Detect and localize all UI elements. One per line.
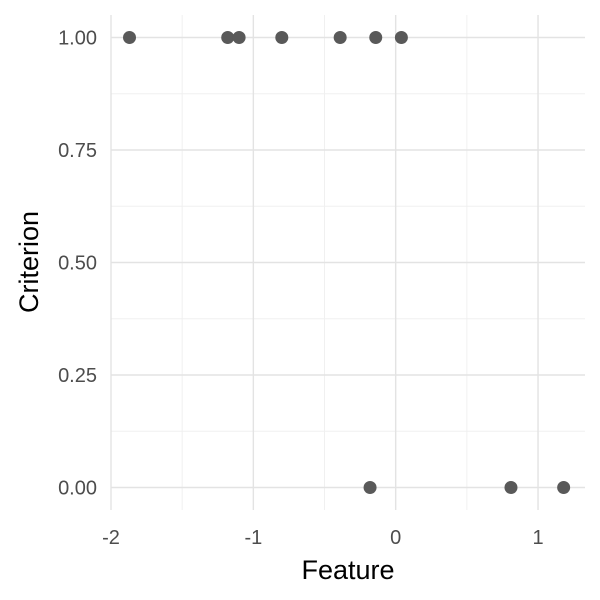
x-axis-tick-labels: -2 -1 0 1 (102, 527, 543, 549)
x-tick-label: 1 (532, 527, 543, 549)
y-tick-label: 1.00 (58, 28, 97, 50)
y-tick-label: 0.00 (58, 478, 97, 500)
y-axis-tick-labels: 0.00 0.25 0.50 0.75 1.00 (58, 28, 97, 500)
x-tick-label: -1 (244, 527, 262, 549)
x-axis-title: Feature (301, 555, 394, 585)
data-point (363, 481, 377, 494)
data-point (275, 31, 289, 44)
data-point (504, 481, 518, 494)
data-point (232, 31, 246, 44)
major-gridlines (110, 15, 585, 510)
data-point (123, 31, 137, 44)
y-tick-label: 0.25 (58, 365, 97, 387)
x-tick-label: 0 (390, 527, 401, 549)
data-point (369, 31, 383, 44)
data-point (333, 31, 347, 44)
data-point (394, 31, 408, 44)
data-point (221, 31, 235, 44)
x-tick-label: -2 (102, 527, 120, 549)
data-point (557, 481, 571, 494)
y-tick-label: 0.50 (58, 253, 97, 275)
y-axis-title: Criterion (14, 211, 44, 313)
y-tick-label: 0.75 (58, 140, 97, 162)
data-points (123, 31, 571, 494)
